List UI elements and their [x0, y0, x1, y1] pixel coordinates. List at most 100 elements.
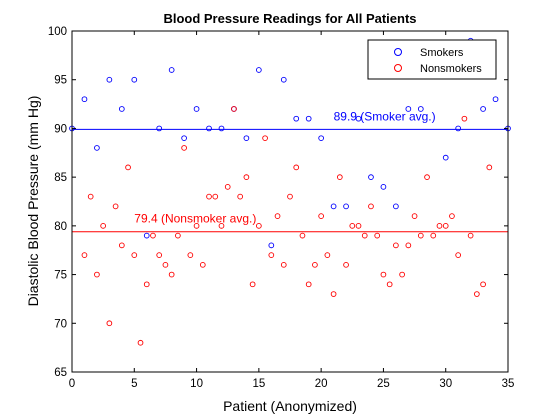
nonsmokers-point: [343, 261, 349, 268]
nonsmokers-point: [199, 261, 206, 268]
x-tick-label: 30: [439, 378, 452, 390]
smokers-point: [268, 242, 275, 249]
nonsmoker-average-label: 79.4 (Nonsmoker avg.): [134, 212, 256, 226]
x-tick-label: 20: [315, 378, 328, 390]
x-axis-label: Patient (Anonymized): [223, 398, 357, 414]
x-tick-label: 0: [69, 378, 75, 390]
nonsmokers-point: [231, 106, 237, 112]
nonsmokers-point: [268, 252, 275, 258]
legend-marker-nonsmokers: [394, 64, 402, 72]
smokers-point: [256, 67, 262, 73]
nonsmokers-point: [168, 271, 175, 278]
nonsmokers-point: [125, 164, 131, 171]
nonsmokers-point: [480, 281, 486, 288]
smokers-point: [143, 232, 150, 239]
smokers-point: [280, 76, 287, 83]
nonsmokers-point: [318, 213, 324, 219]
nonsmokers-point: [361, 232, 368, 239]
smokers-point: [417, 106, 424, 112]
nonsmokers-point: [87, 193, 94, 200]
nonsmokers-point: [368, 203, 374, 210]
nonsmokers-point: [467, 232, 474, 239]
smokers-point: [343, 203, 349, 210]
nonsmokers-point: [305, 281, 312, 288]
smoker-average-label: 89.9 (Smoker avg.): [334, 109, 436, 123]
nonsmokers-point: [112, 203, 119, 210]
nonsmokers-point: [399, 271, 405, 278]
y-tick-label: 90: [54, 123, 67, 135]
nonsmokers-point: [162, 261, 169, 268]
smokers-point: [81, 96, 88, 103]
nonsmokers-point: [293, 164, 300, 171]
nonsmokers-point: [417, 232, 424, 239]
smokers-point: [405, 106, 412, 112]
smokers-point: [131, 76, 138, 83]
nonsmokers-point: [442, 223, 449, 229]
nonsmokers-point: [256, 223, 262, 229]
nonsmokers-point: [212, 193, 219, 200]
nonsmokers-point: [175, 232, 181, 239]
x-tick-label: 5: [131, 378, 137, 390]
plot-area-frame: [71, 30, 509, 373]
nonsmokers-point: [94, 271, 100, 278]
x-tick-label: 15: [252, 378, 265, 390]
nonsmokers-point: [156, 252, 163, 258]
nonsmokers-point: [355, 223, 362, 229]
smokers-point: [480, 106, 486, 112]
nonsmokers-point: [486, 164, 493, 171]
nonsmokers-point: [193, 223, 200, 229]
smokers-point: [318, 135, 324, 142]
nonsmokers-point: [349, 223, 356, 229]
x-tick-label: 10: [190, 378, 203, 390]
y-tick-label: 80: [54, 221, 67, 233]
nonsmokers-point: [81, 252, 88, 258]
smokers-point: [168, 67, 175, 73]
nonsmokers-point: [206, 193, 212, 200]
legend-label-nonsmokers: Nonsmokers: [420, 63, 482, 75]
smokers-point: [492, 96, 499, 103]
nonsmokers-point: [393, 242, 399, 249]
smokers-point: [94, 145, 100, 151]
nonsmokers-point: [262, 135, 268, 142]
nonsmokers-point: [386, 281, 393, 288]
nonsmokers-point: [100, 223, 106, 229]
legend-box: [367, 39, 497, 80]
nonsmokers-point: [280, 261, 287, 268]
smokers-point: [330, 203, 337, 210]
nonsmokers-point: [430, 232, 437, 239]
nonsmokers-point: [312, 261, 318, 268]
nonsmokers-point: [143, 281, 150, 288]
y-tick-label: 100: [48, 26, 67, 38]
legend-marker-smokers: [394, 48, 402, 56]
nonsmokers-point: [336, 174, 343, 180]
nonsmokers-point: [106, 320, 113, 327]
x-tick-label: 25: [377, 378, 390, 390]
smokers-point: [206, 125, 212, 132]
smokers-point: [118, 106, 125, 112]
reference-lines: 89.9 (Smoker avg.) 79.4 (Nonsmoker avg.): [72, 109, 508, 233]
smokers-point: [218, 125, 225, 132]
y-tick-label: 75: [54, 270, 67, 282]
nonsmokers-point: [118, 242, 125, 249]
y-tick-label: 85: [54, 172, 67, 184]
y-tick-label: 95: [54, 75, 67, 87]
smokers-point: [380, 184, 387, 190]
smokers-point: [393, 203, 399, 210]
nonsmokers-point: [436, 223, 443, 229]
nonsmokers-point: [324, 252, 331, 258]
nonsmokers-point: [249, 281, 256, 288]
smokers-point: [442, 154, 449, 161]
nonsmokers-point: [137, 339, 144, 346]
nonsmokers-point: [374, 232, 381, 239]
nonsmokers-point: [218, 223, 225, 229]
nonsmokers-point: [299, 232, 306, 239]
nonsmokers-point: [461, 115, 468, 122]
nonsmokers-point: [474, 291, 480, 297]
nonsmokers-point: [411, 213, 418, 219]
nonsmokers-point: [455, 252, 462, 258]
nonsmokers-point: [449, 213, 455, 219]
nonsmokers-point: [150, 232, 156, 239]
smokers-point: [293, 115, 300, 122]
smokers-point: [368, 174, 374, 180]
